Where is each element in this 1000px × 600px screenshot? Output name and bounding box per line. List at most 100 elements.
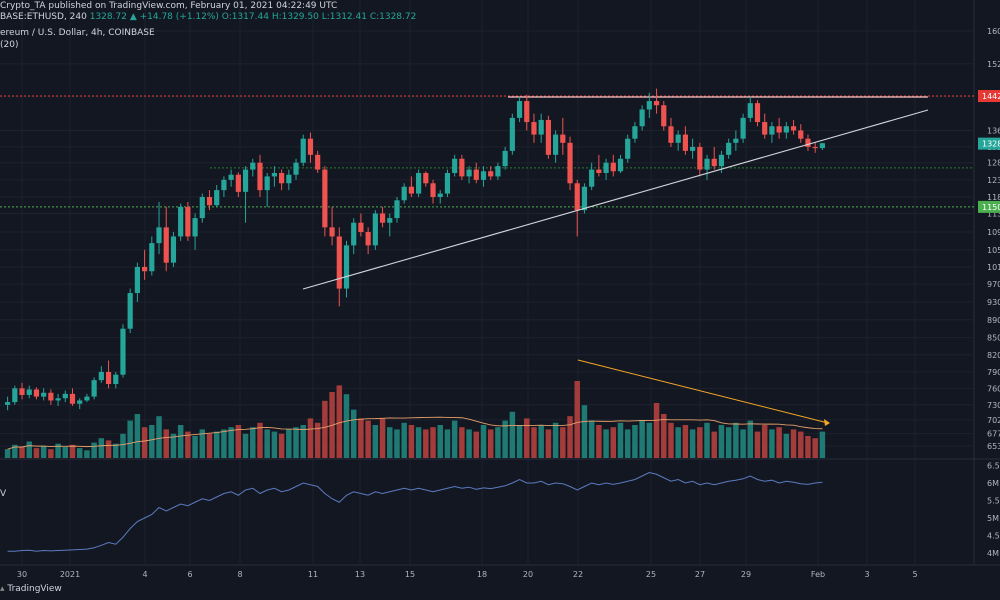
obv-tick-label: 4M: [987, 549, 999, 558]
x-tick-label: 25: [646, 570, 656, 579]
candle-body: [812, 146, 818, 149]
volume-bar: [704, 422, 710, 458]
candle-body: [134, 266, 140, 294]
candle-body: [91, 380, 97, 397]
y-tick-label: 1600: [987, 27, 1000, 36]
candle-body: [33, 389, 40, 397]
price-tag: [978, 200, 1000, 213]
x-tick-label: 8: [237, 570, 242, 579]
volume-bar: [459, 427, 465, 458]
candle-body: [322, 169, 328, 228]
volume-bar: [156, 416, 162, 458]
volume-bar: [480, 425, 487, 458]
y-tick-label: 677.0: [987, 430, 1000, 439]
y-tick-label: 790.0: [987, 368, 1000, 377]
candle-body: [524, 101, 530, 123]
candle-body: [668, 126, 674, 143]
volume-bar: [473, 431, 480, 458]
candle-body: [675, 134, 681, 143]
price-tag-label: 1328: [982, 140, 1000, 149]
volume-bar: [689, 429, 696, 458]
volume-bar: [697, 427, 703, 458]
obv-tick-label: 5M: [987, 514, 999, 523]
price-tag: [978, 90, 1000, 103]
y-tick-label: 820.0: [987, 351, 1000, 360]
candle-body: [805, 138, 811, 147]
volume-bar: [26, 441, 32, 458]
candle-body: [206, 197, 213, 206]
volume-bar: [134, 414, 141, 458]
candle-body: [646, 101, 652, 110]
candle-body: [747, 103, 753, 118]
volume-bar: [812, 438, 818, 458]
candle-body: [358, 222, 364, 232]
candle-body: [105, 371, 112, 384]
volume-bar: [307, 418, 314, 458]
x-tick-label: 6: [187, 570, 192, 579]
chart-title: ereum / U.S. Dollar, 4h, COINBASE: [0, 28, 155, 38]
volume-bar: [495, 427, 501, 458]
y-tick-label: 1090: [987, 228, 1000, 237]
y-tick-label: 1130: [987, 209, 1000, 218]
candle-body: [5, 402, 11, 405]
volume-bar: [423, 429, 429, 458]
candle-body: [271, 172, 277, 177]
x-tick-label: 5: [912, 570, 917, 579]
volume-bar: [177, 425, 184, 458]
y-tick-label: 1280: [987, 159, 1000, 168]
obv-line: [7, 471, 823, 552]
volume-bar: [487, 429, 494, 458]
volume-bar: [192, 436, 198, 458]
candle-body: [127, 293, 133, 329]
x-tick-label: 15: [405, 570, 415, 579]
x-tick-label: 2021: [60, 570, 80, 579]
volume-bar: [69, 444, 76, 458]
candle-body: [589, 169, 595, 187]
volume-bar: [257, 422, 263, 458]
volume-bar: [286, 429, 292, 458]
volume-bar: [516, 425, 523, 458]
candle-body: [178, 206, 184, 237]
volume-bar: [754, 431, 761, 458]
candle-body: [156, 227, 162, 244]
candle-body: [495, 166, 501, 177]
volume-bar: [718, 425, 725, 458]
obv-tick-label: 4.5M: [987, 532, 1000, 541]
volume-bar: [646, 422, 653, 458]
candle-body: [473, 169, 479, 180]
candle-body: [379, 213, 386, 223]
candle-body: [142, 266, 148, 272]
price-tag: [978, 137, 1000, 150]
volume-bar: [105, 440, 112, 458]
volume-bar: [761, 425, 768, 458]
candle-body: [228, 174, 234, 180]
candle-body: [113, 374, 119, 384]
candle-body: [69, 393, 76, 404]
x-tick-label: 22: [573, 570, 583, 579]
candle-body: [560, 134, 566, 143]
volume-bar: [783, 433, 790, 458]
volume-bar: [408, 425, 415, 458]
volume-bar: [314, 422, 321, 458]
volume-bar: [632, 425, 638, 458]
obv-tick-label: 6M: [987, 479, 999, 488]
y-tick-label: 890.0: [987, 316, 1000, 325]
candle-body: [617, 158, 624, 172]
candle-body: [437, 193, 443, 197]
volume-bar: [300, 425, 306, 458]
x-tick-label: 11: [308, 570, 318, 579]
volume-bar: [769, 429, 775, 458]
volume-bar: [185, 431, 191, 458]
volume-series: [4, 381, 826, 458]
candle-body: [783, 126, 789, 133]
candle-body: [235, 174, 241, 192]
candle-body: [502, 150, 508, 167]
candle-body: [242, 169, 249, 192]
volume-bar: [33, 448, 40, 458]
y-tick-label: 850.0: [987, 334, 1000, 343]
volume-bar: [213, 431, 220, 458]
y-tick-label: 730.0: [987, 401, 1000, 410]
volume-bar: [531, 427, 537, 458]
